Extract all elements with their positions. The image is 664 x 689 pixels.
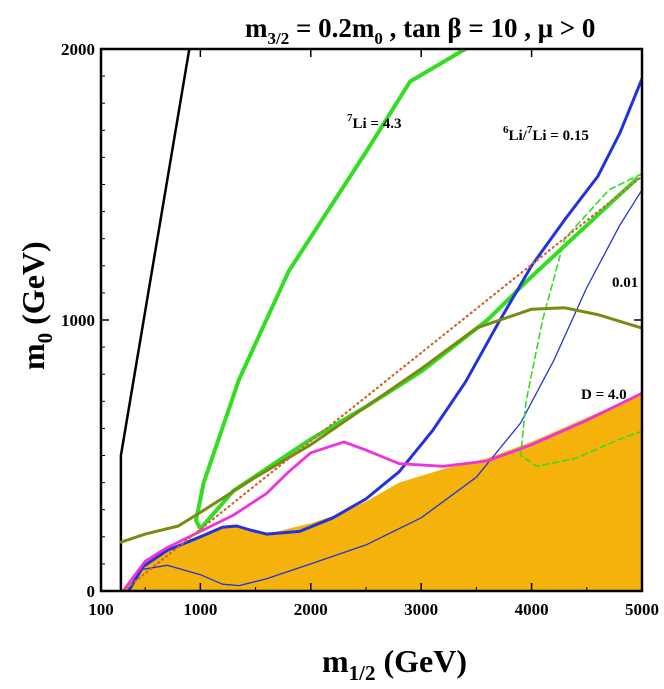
plot-area: 100 1000 2000 3000 4000 5000 0 1000 2000 xyxy=(61,40,659,619)
annotation-li6: 6Li/7Li = 0.15 xyxy=(503,124,589,144)
dotted-line xyxy=(121,175,642,591)
x-axis-title: m1/2 (GeV) xyxy=(322,643,467,685)
annotation-li7: 7Li = 4.3 xyxy=(347,112,401,132)
olive-curve xyxy=(119,306,642,544)
x-tick-label: 4000 xyxy=(515,600,549,619)
black-line xyxy=(119,49,191,591)
excluded-region xyxy=(123,393,642,591)
li6-0.01-thin xyxy=(142,189,642,587)
li6-0.15-thick xyxy=(127,77,642,591)
chart-title: m3/2 = 0.2m0 , tan β = 10 , μ > 0 xyxy=(245,13,595,48)
plot-content xyxy=(119,49,642,591)
annotation-deuterium: D = 4.0 xyxy=(581,387,627,403)
y-tick-label: 2000 xyxy=(61,40,95,59)
x-tick-label: 2000 xyxy=(294,600,328,619)
x-tick-label: 1000 xyxy=(183,600,217,619)
y-tick-label: 0 xyxy=(87,582,96,601)
x-tick-label: 100 xyxy=(88,600,114,619)
deuterium-4.0 xyxy=(121,391,642,591)
annotation-li6-001: 0.01 xyxy=(612,275,638,291)
dashed-green xyxy=(519,172,642,468)
x-tick-label: 5000 xyxy=(625,600,659,619)
y-axis-title: m0 (GeV) xyxy=(15,241,57,370)
y-tick-label: 1000 xyxy=(61,311,95,330)
x-tick-label: 3000 xyxy=(404,600,438,619)
